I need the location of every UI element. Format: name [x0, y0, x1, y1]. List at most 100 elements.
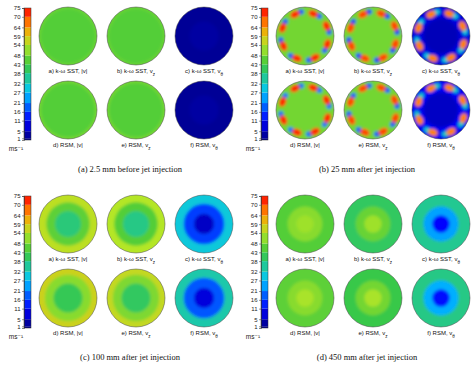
pipe-wall [175, 81, 233, 139]
colorbar-tick: 5 [254, 317, 261, 323]
colorbar-tick: 43 [251, 250, 261, 256]
field [104, 192, 168, 256]
jet [291, 127, 303, 137]
jet [346, 96, 356, 108]
colorbar-tick-mark [22, 326, 24, 327]
plot-label: e) RSM, vz [359, 330, 389, 339]
colorbar-cell [261, 272, 268, 281]
colorbar-tick-mark [22, 300, 24, 301]
colorbar-tick: 11 [14, 306, 24, 312]
colorbar-tick-label: 1 [254, 136, 258, 142]
colorbar-tick-mark [22, 27, 24, 28]
colorbar-tick-label: 32 [251, 269, 258, 275]
velocity-region [424, 19, 459, 54]
jet [443, 83, 455, 93]
velocity-region [409, 192, 473, 256]
plot-label: b) k-ω SST, vz [117, 68, 156, 77]
contour-plot [273, 78, 337, 142]
colorbar-tick-mark [259, 8, 261, 9]
colorbar-tick-mark [259, 280, 261, 281]
colorbar-tick-label: 59 [14, 222, 21, 228]
plot-label-text: c) k-ω SST, v [422, 256, 457, 262]
colorbar-tick-label: 21 [251, 100, 258, 106]
colorbar-cell [261, 326, 268, 328]
plot-label-subscript: z [148, 146, 151, 151]
colorbar-tick-mark [259, 244, 261, 245]
contour-plot [341, 266, 405, 330]
field [409, 266, 473, 330]
plot-label: e) RSM, vz [122, 142, 152, 151]
jet [458, 112, 468, 124]
velocity-region [194, 214, 214, 234]
plot-label-text: f) RSM, v [427, 330, 452, 336]
contour-plot [36, 266, 100, 330]
plot-label: e) RSM, vz [359, 142, 389, 151]
colorbar-tick: 48 [251, 241, 261, 247]
pipe-wall [39, 269, 97, 327]
panel-caption: (a) 2.5 mm before jet injection [78, 164, 183, 174]
colorbar-frame [261, 196, 268, 328]
plot-label-subscript: θ [452, 146, 455, 151]
colorbar-tick-label: 38 [14, 71, 21, 77]
colorbar-tick: 1 [254, 324, 261, 330]
colorbar-cell [24, 112, 31, 121]
colorbar-frame [24, 8, 31, 140]
colorbar-tick: 64 [14, 25, 24, 31]
colorbar-tick: 54 [251, 42, 261, 48]
plot-label-subscript: θ [457, 260, 460, 265]
colorbar-tick-mark [22, 196, 24, 197]
colorbar-tick-mark [259, 17, 261, 18]
pipe-wall [107, 81, 165, 139]
plot-label-subscript: z [153, 72, 156, 77]
velocity-region [273, 266, 337, 330]
velocity-region [194, 288, 214, 308]
colorbar-tick-mark [259, 309, 261, 310]
colorbar-tick-label: 21 [14, 288, 21, 294]
velocity-region [36, 78, 100, 142]
colorbar-cell [24, 252, 31, 261]
velocity-region [273, 78, 337, 142]
plot-label-subscript: θ [215, 146, 218, 151]
colorbar-tick: 75 [251, 193, 261, 199]
velocity-region [356, 281, 391, 316]
plot-label: d) RSM, |v| [290, 142, 320, 148]
colorbar-tick-label: 75 [14, 193, 21, 199]
contour-plot [409, 78, 473, 142]
pipe-wall [276, 195, 334, 253]
colorbar-tick-label: 21 [251, 288, 258, 294]
colorbar-tick: 70 [251, 202, 261, 208]
plot-label: c) k-ω SST, vθ [185, 68, 223, 77]
colorbar-tick-label: 11 [14, 118, 21, 124]
colorbar-tick-mark [22, 45, 24, 46]
colorbar: 1511162127323843485459647075 [251, 5, 268, 141]
velocity-region [432, 289, 449, 306]
colorbar-tick-label: 75 [14, 5, 21, 11]
plot-label: a) k-ω SST, |v| [49, 68, 88, 74]
colorbar-cell [24, 300, 31, 309]
velocity-region [424, 281, 459, 316]
colorbar-tick-mark [22, 291, 24, 292]
colorbar-cell [261, 300, 268, 309]
colorbar-tick: 27 [251, 90, 261, 96]
colorbar-axis: 1511162127323843485459647075 [251, 5, 262, 141]
contour-plot [341, 192, 405, 256]
colorbar-tick-label: 27 [14, 278, 21, 284]
colorbar-tick-label: 43 [14, 62, 21, 68]
colorbar-axis: 1511162127323843485459647075 [14, 5, 25, 141]
colorbar-tick-label: 38 [251, 259, 258, 265]
jet [278, 22, 288, 34]
colorbar-tick-mark [259, 73, 261, 74]
colorbar-label: ms⁻¹ [246, 333, 261, 340]
velocity-region [36, 4, 100, 68]
colorbar-tick-label: 75 [251, 5, 258, 11]
colorbar-tick-label: 1 [17, 136, 21, 142]
colorbar-tick-label: 27 [14, 90, 21, 96]
colorbar: 1511162127323843485459647075 [14, 5, 31, 141]
field [172, 192, 236, 256]
colorbar-tick: 27 [14, 90, 24, 96]
colorbar-tick-label: 54 [251, 42, 258, 48]
plot-label-text: b) k-ω SST, v [354, 256, 390, 262]
plot-label-text: b) k-ω SST, v [117, 256, 153, 262]
contour-plot [341, 4, 405, 68]
colorbar-tick-label: 59 [14, 34, 21, 40]
